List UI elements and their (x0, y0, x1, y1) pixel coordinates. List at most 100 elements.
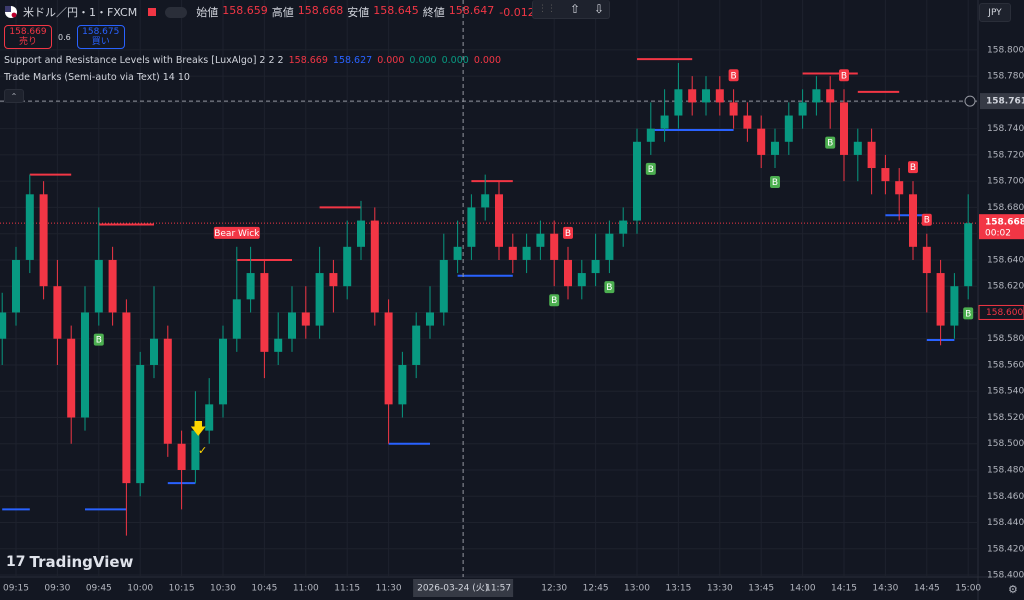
status-toggle[interactable] (165, 6, 188, 18)
candle-body (453, 246, 462, 260)
y-tick-label: 158.560 (987, 360, 1024, 370)
candle-body (826, 89, 835, 103)
plot-background (0, 0, 978, 577)
candle-body (853, 141, 862, 155)
indicator-value: 0.000 (377, 55, 405, 66)
y-tick-label: 158.400 (987, 571, 1024, 581)
ohlc-value: 158.668 (297, 4, 344, 17)
candle-body (922, 246, 931, 274)
signal-label: B (551, 296, 557, 306)
candle-body (122, 312, 131, 484)
x-tick-label: 11:00 (293, 584, 319, 594)
candle-body (840, 102, 848, 155)
candle-body (163, 338, 172, 444)
drag-handle[interactable]: ⋮⋮ (537, 4, 556, 14)
scroll-down[interactable]: ⇩ (594, 2, 605, 16)
y-tick-label: 158.740 (987, 124, 1024, 134)
flag-icon (5, 6, 17, 18)
price-axis-background (978, 0, 1024, 600)
flag-marker[interactable] (148, 8, 157, 16)
x-tick-label: 09:15 (3, 584, 29, 594)
indicator-value: 158.669 (288, 55, 328, 66)
y-tick-label: 158.680 (987, 203, 1024, 213)
buy-button[interactable]: 158.675 買い (76, 25, 125, 49)
candle-body (260, 273, 269, 352)
indicator-value: 0.000 (441, 55, 469, 66)
sell-price: 158.669 (9, 27, 47, 37)
candle-body (136, 364, 145, 484)
candle-body (12, 259, 20, 313)
ohlc-value: 158.659 (222, 4, 268, 17)
candle-body (950, 286, 959, 326)
trade-buttons: 158.669 売り 0.6 158.675 買い (4, 25, 125, 49)
collapse-button[interactable]: ⌃ (4, 89, 24, 103)
sell-button[interactable]: 158.669 売り (4, 25, 52, 49)
candle-body (25, 194, 34, 260)
candle-body (867, 141, 876, 169)
y-tick-label: 158.420 (987, 544, 1024, 554)
candle-body (150, 338, 158, 365)
y-tick-label: 158.500 (987, 439, 1024, 449)
ohlc-value: 158.647 (448, 4, 495, 17)
check-marker: ✓ (198, 444, 208, 457)
logo-mark: 17 (6, 554, 26, 570)
candle-body (508, 246, 517, 260)
signal-marker (549, 294, 560, 307)
candle-body (274, 338, 283, 352)
candle-body (412, 325, 421, 365)
ohlc-label: 高値 (271, 6, 294, 19)
indicator-0[interactable]: Support and Resistance Levels with Break… (4, 55, 501, 66)
indicator-name: Trade Marks (Semi-auto via Text) 14 10 (4, 72, 190, 83)
symbol[interactable]: 米ドル／円・1・FXCM (23, 6, 138, 19)
candle-body (895, 181, 904, 195)
sell-label: 売り (18, 37, 37, 47)
spread: 0.6 (58, 32, 71, 42)
x-tick-label: 12:45 (583, 584, 609, 594)
last-price-box (979, 214, 1024, 240)
indicator-1[interactable]: Trade Marks (Semi-auto via Text) 14 10 (4, 72, 190, 83)
last-price: 158.668 (985, 218, 1024, 228)
signal-marker (93, 333, 104, 346)
x-tick-label: 10:45 (251, 584, 277, 594)
signal-label: B (910, 163, 916, 173)
candle-body (426, 312, 434, 326)
candle-body (343, 246, 352, 287)
logo[interactable]: 17 TradingView (6, 553, 133, 571)
crosshair-time: 11:57 (485, 584, 511, 594)
candle-body (660, 115, 669, 129)
candle-body (315, 273, 324, 326)
candle-body (219, 338, 227, 405)
settings-icon[interactable]: ⚙ (1008, 583, 1018, 596)
candle-body (729, 102, 738, 116)
crosshair-time-box (413, 579, 514, 597)
ohlc-label: 終値 (422, 6, 445, 19)
candle-body (439, 259, 448, 313)
crosshair-plus (964, 95, 976, 107)
signal-marker (213, 226, 260, 239)
ohlc-label: 安値 (347, 6, 370, 19)
candle-body (357, 220, 365, 247)
candle-body (784, 115, 793, 142)
candle-body (964, 223, 973, 287)
candle-body (577, 273, 586, 287)
y-tick-label: 158.460 (987, 492, 1024, 502)
candle-body (812, 89, 821, 103)
price-marker-box (978, 304, 1024, 320)
indicator-value: 0.000 (409, 55, 437, 66)
currency-button[interactable]: JPY (979, 3, 1011, 22)
candle-body (495, 194, 503, 247)
candle-body (674, 89, 683, 116)
x-tick-label: 10:15 (169, 584, 195, 594)
signal-marker (921, 213, 932, 226)
candle-body (67, 338, 76, 418)
candle-body (370, 220, 379, 313)
candle-body (909, 194, 917, 247)
signal-label: B (731, 71, 737, 81)
scroll-up[interactable]: ⇧ (569, 2, 580, 16)
candle-body (936, 273, 945, 326)
candle-body (301, 312, 310, 326)
candle-body (646, 128, 655, 142)
arrow-marker: 🡇 (190, 419, 207, 438)
